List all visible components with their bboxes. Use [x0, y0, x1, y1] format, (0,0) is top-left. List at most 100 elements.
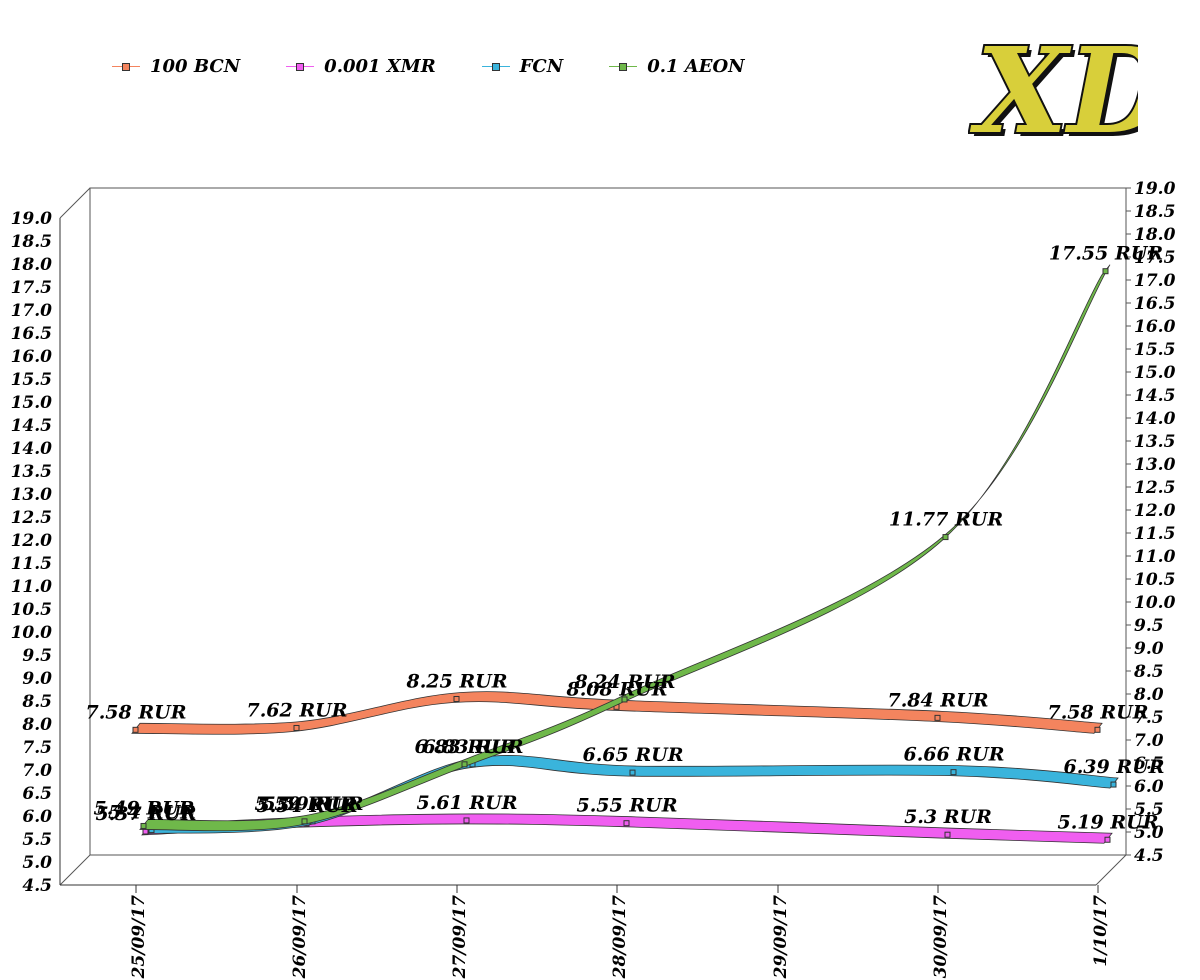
- y-tick-label-right: 11.0: [1134, 547, 1176, 567]
- y-tick-label-right: 6.5: [1134, 754, 1164, 774]
- y-tick-label-right: 8.0: [1133, 685, 1164, 705]
- y-tick-label-right: 19.0: [1134, 179, 1176, 199]
- y-tick-label-right: 17.0: [1134, 271, 1176, 291]
- y-tick-label-right: 16.5: [1134, 294, 1175, 314]
- y-tick-label-left: 10.0: [11, 623, 53, 643]
- y-tick-label-left: 18.0: [11, 255, 53, 275]
- y-tick-label-left: 8.0: [21, 715, 52, 735]
- y-tick-label-left: 17.0: [11, 301, 53, 321]
- y-tick-label-left: 13.0: [11, 485, 53, 505]
- data-label-0-001-xmr: 5.61 RUR: [416, 792, 517, 814]
- y-tick-label-left: 11.0: [11, 577, 53, 597]
- y-tick-label-right: 8.5: [1133, 662, 1164, 682]
- y-tick-label-right: 13.5: [1134, 432, 1175, 452]
- data-point-fcn: [950, 769, 957, 776]
- data-point-0-1-aeon: [301, 818, 308, 825]
- data-label-100-bcn: 7.84 RUR: [887, 689, 988, 711]
- legend-item-0-1-aeon: 0.1 AEON: [609, 56, 745, 77]
- y-tick-label-right: 13.0: [1134, 455, 1176, 475]
- data-label-fcn: 6.83 RUR: [422, 736, 523, 758]
- y-tick-label-left: 16.0: [11, 347, 53, 367]
- y-tick-label-left: 5.0: [22, 853, 52, 873]
- x-tick-label: 1/10/17: [1091, 895, 1111, 967]
- y-tick-label-right: 14.5: [1134, 386, 1175, 406]
- data-label-100-bcn: 7.58 RUR: [1047, 701, 1148, 723]
- y-tick-label-right: 14.0: [1134, 409, 1176, 429]
- data-point-0-001-xmr: [623, 820, 630, 827]
- y-tick-label-left: 7.5: [22, 738, 52, 758]
- chart-legend: 100 BCN 0.001 XMR FCN 0.1 AEON: [112, 56, 791, 77]
- y-tick-label-right: 17.5: [1134, 248, 1175, 268]
- y-tick-label-right: 18.0: [1134, 225, 1176, 245]
- data-point-0-1-aeon: [621, 696, 628, 703]
- legend-item-100-bcn: 100 BCN: [112, 56, 240, 77]
- series-ribbon-0-001-xmr: [141, 813, 1113, 844]
- data-label-0-1-aeon: 6.83 RUR: [414, 736, 515, 758]
- data-point-0-1-aeon: [461, 761, 468, 768]
- data-label-0-001-xmr: 5.55 RUR: [576, 795, 677, 817]
- y-tick-label-left: 15.0: [11, 393, 53, 413]
- y-tick-label-left: 12.0: [11, 531, 53, 551]
- chart-axes: 4.54.55.05.05.55.56.06.06.56.57.07.07.57…: [11, 179, 1176, 979]
- data-point-0-1-aeon: [942, 534, 949, 541]
- data-point-100-bcn: [132, 726, 139, 733]
- y-tick-label-left: 6.5: [22, 784, 52, 804]
- series-ribbon-0-1-aeon: [139, 264, 1111, 832]
- data-label-100-bcn: 8.25 RUR: [405, 671, 507, 693]
- legend-label: FCN: [519, 56, 564, 77]
- y-tick-label-left: 8.5: [21, 692, 52, 712]
- data-label-fcn: 6.65 RUR: [582, 744, 683, 766]
- y-tick-label-left: 7.0: [22, 761, 52, 781]
- data-label-0-1-aeon: 5.49 RUR: [93, 797, 194, 819]
- y-tick-label-right: 5.5: [1134, 800, 1164, 820]
- data-label-0-001-xmr: 5.37 RUR: [95, 803, 196, 825]
- y-tick-label-left: 6.0: [22, 807, 52, 827]
- data-point-0-001-xmr: [463, 817, 470, 824]
- data-point-100-bcn: [453, 696, 460, 702]
- legend-swatch: [286, 61, 315, 73]
- y-tick-label-left: 11.5: [11, 554, 52, 574]
- y-tick-label-right: 10.5: [1134, 570, 1175, 590]
- data-label-100-bcn: 8.08 RUR: [565, 678, 667, 700]
- data-label-0-1-aeon: 8.24 RUR: [573, 671, 675, 693]
- data-label-fcn: 5.4 RUR: [108, 802, 196, 824]
- data-point-0-1-aeon: [140, 822, 147, 829]
- y-tick-label-right: 15.5: [1134, 340, 1175, 360]
- data-label-100-bcn: 7.58 RUR: [85, 701, 186, 723]
- data-point-100-bcn: [934, 714, 941, 721]
- y-tick-label-left: 5.5: [22, 830, 52, 850]
- data-label-100-bcn: 7.62 RUR: [246, 699, 347, 721]
- y-tick-label-right: 16.0: [1134, 317, 1176, 337]
- data-label-0-1-aeon: 11.77 RUR: [889, 509, 1003, 531]
- legend-swatch: [112, 61, 140, 73]
- data-label-fcn: 6.66 RUR: [903, 744, 1004, 766]
- legend-item-fcn: FCN: [481, 56, 564, 77]
- data-label-0-1-aeon: 17.55 RUR: [1049, 243, 1163, 265]
- chart-series: [131, 264, 1119, 844]
- plot-depth-edge: [59, 854, 91, 886]
- data-point-0-001-xmr: [1104, 836, 1111, 843]
- y-tick-label-right: 15.0: [1134, 363, 1176, 383]
- data-point-100-bcn: [293, 724, 300, 731]
- y-tick-label-right: 12.0: [1134, 501, 1176, 521]
- y-tick-label-right: 12.5: [1134, 478, 1175, 498]
- y-tick-label-left: 14.5: [11, 416, 52, 436]
- y-tick-label-left: 17.5: [11, 278, 52, 298]
- y-tick-label-left: 16.5: [11, 324, 52, 344]
- x-tick-label: 29/09/17: [771, 895, 791, 980]
- y-tick-label-right: 7.0: [1134, 731, 1164, 751]
- data-point-fcn: [1110, 781, 1117, 788]
- data-point-100-bcn: [1094, 726, 1101, 733]
- data-label-0-001-xmr: 5.3 RUR: [904, 806, 992, 828]
- x-tick-label: 28/09/17: [610, 895, 630, 980]
- y-tick-label-left: 14.0: [11, 439, 53, 459]
- data-point-0-001-xmr: [944, 831, 951, 838]
- data-label-fcn: 6.39 RUR: [1063, 756, 1164, 778]
- data-point-fcn: [629, 769, 636, 776]
- y-tick-label-right: 18.5: [1134, 202, 1175, 222]
- y-tick-label-right: 9.5: [1134, 616, 1164, 636]
- legend-swatch: [609, 61, 638, 73]
- xd-logo: XD XD: [967, 19, 1174, 164]
- y-tick-label-left: 13.5: [11, 462, 52, 482]
